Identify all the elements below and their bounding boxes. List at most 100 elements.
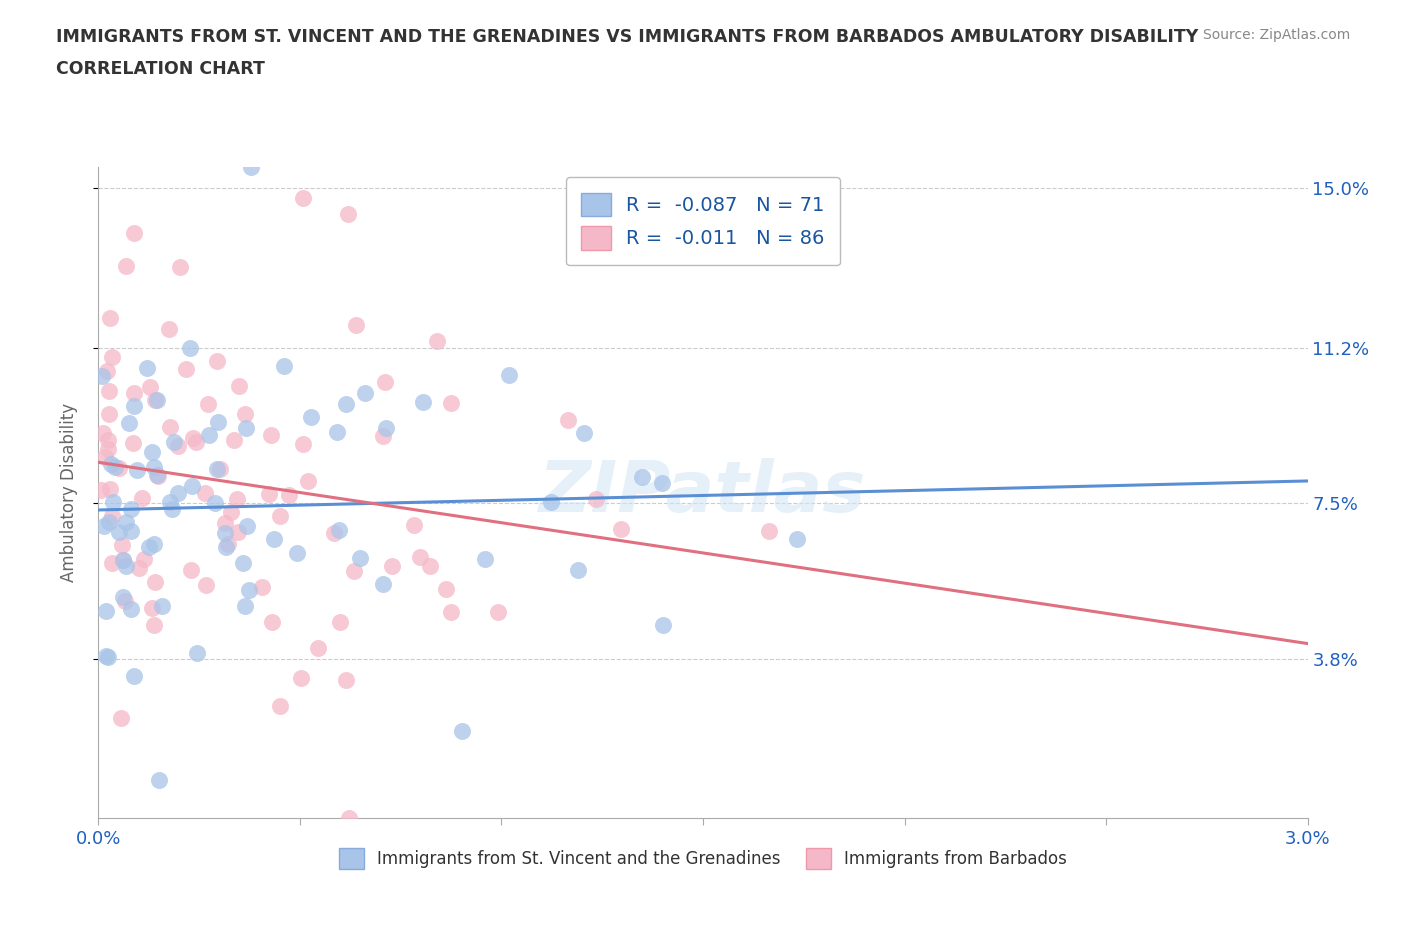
Point: [132, 551, 155, 566]
Point: [257, 486, 280, 501]
Point: [557, 413, 579, 428]
Point: [120, 602, 142, 617]
Point: [100, 457, 122, 472]
Point: [146, 468, 169, 483]
Point: [143, 575, 166, 590]
Point: [371, 577, 394, 591]
Point: [259, 428, 281, 443]
Point: [214, 515, 236, 530]
Point: [96, 364, 118, 379]
Point: [120, 524, 142, 538]
Point: [207, 415, 229, 430]
Point: [652, 618, 675, 632]
Point: [450, 724, 472, 738]
Point: [204, 496, 226, 511]
Point: [381, 558, 404, 573]
Point: [114, 558, 136, 573]
Point: [145, 392, 167, 407]
Point: [169, 259, 191, 274]
Point: [97, 650, 120, 665]
Point: [181, 478, 204, 493]
Point: [97, 432, 120, 447]
Point: [209, 461, 232, 476]
Point: [98, 514, 121, 529]
Point: [125, 462, 148, 477]
Point: [260, 614, 283, 629]
Point: [426, 333, 449, 348]
Point: [232, 555, 254, 570]
Point: [270, 508, 292, 523]
Point: [540, 495, 562, 510]
Point: [143, 618, 166, 632]
Point: [228, 379, 250, 394]
Point: [409, 550, 432, 565]
Point: [567, 563, 589, 578]
Point: [160, 502, 183, 517]
Point: [97, 442, 120, 457]
Point: [263, 532, 285, 547]
Text: ZIPatlas: ZIPatlas: [540, 458, 866, 527]
Point: [335, 396, 357, 411]
Text: Source: ZipAtlas.com: Source: ZipAtlas.com: [1202, 28, 1350, 42]
Point: [373, 429, 395, 444]
Point: [233, 407, 256, 422]
Point: [135, 361, 157, 376]
Point: [138, 539, 160, 554]
Point: [159, 419, 181, 434]
Point: [148, 773, 170, 788]
Point: [122, 385, 145, 400]
Point: [101, 555, 124, 570]
Point: [93, 519, 115, 534]
Point: [90, 483, 112, 498]
Point: [98, 383, 121, 398]
Point: [337, 811, 360, 826]
Point: [98, 406, 121, 421]
Point: [440, 604, 463, 619]
Point: [197, 396, 219, 411]
Point: [474, 551, 496, 566]
Point: [98, 482, 121, 497]
Point: [141, 600, 163, 615]
Point: [238, 582, 260, 597]
Point: [217, 537, 239, 551]
Point: [107, 460, 129, 475]
Point: [758, 524, 780, 538]
Point: [440, 395, 463, 410]
Point: [122, 226, 145, 241]
Point: [353, 385, 375, 400]
Point: [143, 537, 166, 551]
Point: [174, 362, 197, 377]
Point: [195, 578, 218, 592]
Point: [277, 487, 299, 502]
Point: [326, 425, 349, 440]
Point: [335, 672, 357, 687]
Point: [103, 494, 125, 509]
Point: [486, 604, 509, 619]
Point: [110, 538, 132, 552]
Point: [163, 435, 186, 450]
Point: [328, 523, 350, 538]
Point: [290, 671, 312, 685]
Point: [609, 522, 631, 537]
Point: [120, 501, 142, 516]
Point: [235, 518, 257, 533]
Point: [94, 604, 117, 619]
Point: [114, 593, 136, 608]
Point: [101, 349, 124, 364]
Point: [184, 435, 207, 450]
Point: [299, 410, 322, 425]
Point: [150, 599, 173, 614]
Point: [131, 490, 153, 505]
Point: [94, 449, 117, 464]
Point: [205, 462, 228, 477]
Point: [402, 517, 425, 532]
Point: [225, 492, 247, 507]
Point: [159, 495, 181, 510]
Point: [630, 470, 652, 485]
Point: [110, 711, 132, 725]
Point: [205, 353, 228, 368]
Legend: Immigrants from St. Vincent and the Grenadines, Immigrants from Barbados: Immigrants from St. Vincent and the Gren…: [332, 842, 1074, 875]
Point: [142, 459, 165, 474]
Point: [117, 416, 139, 431]
Point: [235, 420, 257, 435]
